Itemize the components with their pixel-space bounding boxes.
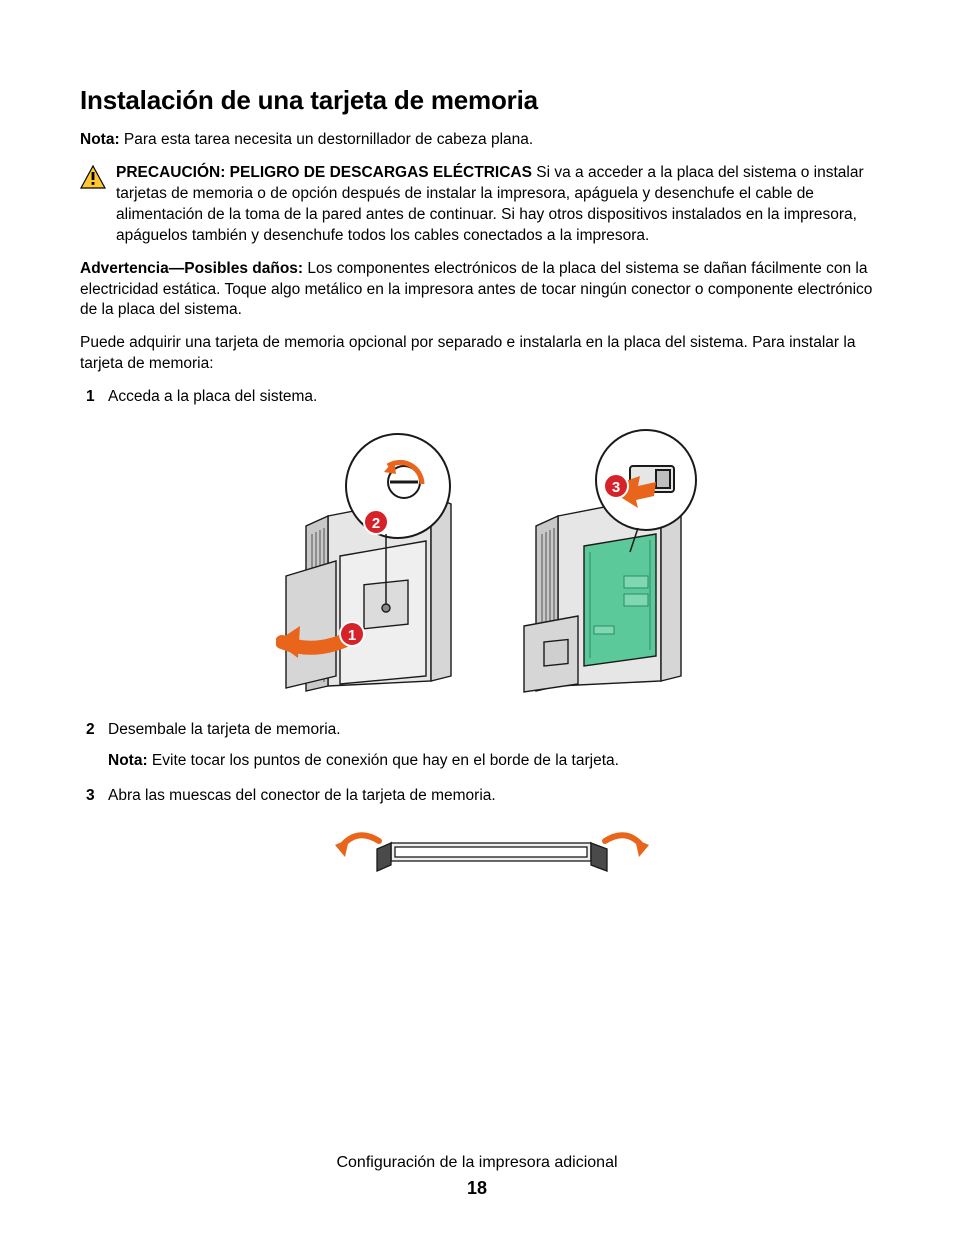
note-paragraph: Nota: Para esta tarea necesita un destor… xyxy=(80,130,874,151)
step-2-note-label: Nota: xyxy=(108,752,148,769)
page-footer: Configuración de la impresora adicional … xyxy=(0,1154,954,1199)
figure-step-1: 2 1 xyxy=(108,426,874,696)
step-2-note: Nota: Evite tocar los puntos de conexión… xyxy=(108,751,874,772)
svg-text:2: 2 xyxy=(372,515,380,532)
intro-paragraph: Puede adquirir una tarjeta de memoria op… xyxy=(80,333,874,375)
page-number: 18 xyxy=(0,1178,954,1199)
step-1: Acceda a la placa del sistema. xyxy=(80,387,874,696)
illustration-printer-right: 3 xyxy=(506,426,706,696)
note-label: Nota: xyxy=(80,131,120,148)
caution-text-block: PRECAUCIÓN: PELIGRO DE DESCARGAS ELÉCTRI… xyxy=(116,163,874,247)
svg-text:3: 3 xyxy=(612,479,620,496)
warning-triangle-icon xyxy=(80,165,110,194)
step-2-note-text: Evite tocar los puntos de conexión que h… xyxy=(148,752,619,769)
caution-label: PRECAUCIÓN: PELIGRO DE DESCARGAS ELÉCTRI… xyxy=(116,164,532,181)
caution-block: PRECAUCIÓN: PELIGRO DE DESCARGAS ELÉCTRI… xyxy=(80,163,874,247)
page-title: Instalación de una tarjeta de memoria xyxy=(80,85,874,116)
illustration-connector xyxy=(321,819,661,889)
step-2: Desembale la tarjeta de memoria. Nota: E… xyxy=(80,720,874,772)
step-3: Abra las muescas del conector de la tarj… xyxy=(80,786,874,889)
figure-step-3 xyxy=(108,819,874,889)
svg-text:1: 1 xyxy=(348,627,356,644)
footer-section-title: Configuración de la impresora adicional xyxy=(0,1154,954,1172)
warning-label: Advertencia—Posibles daños: xyxy=(80,260,303,277)
warning-paragraph: Advertencia—Posibles daños: Los componen… xyxy=(80,259,874,322)
step-3-text: Abra las muescas del conector de la tarj… xyxy=(108,787,496,804)
note-text: Para esta tarea necesita un destornillad… xyxy=(120,131,534,148)
step-2-text: Desembale la tarjeta de memoria. xyxy=(108,721,341,738)
illustration-printer-left: 2 1 xyxy=(276,426,476,696)
step-1-text: Acceda a la placa del sistema. xyxy=(108,388,317,405)
steps-list: Acceda a la placa del sistema. xyxy=(80,387,874,889)
